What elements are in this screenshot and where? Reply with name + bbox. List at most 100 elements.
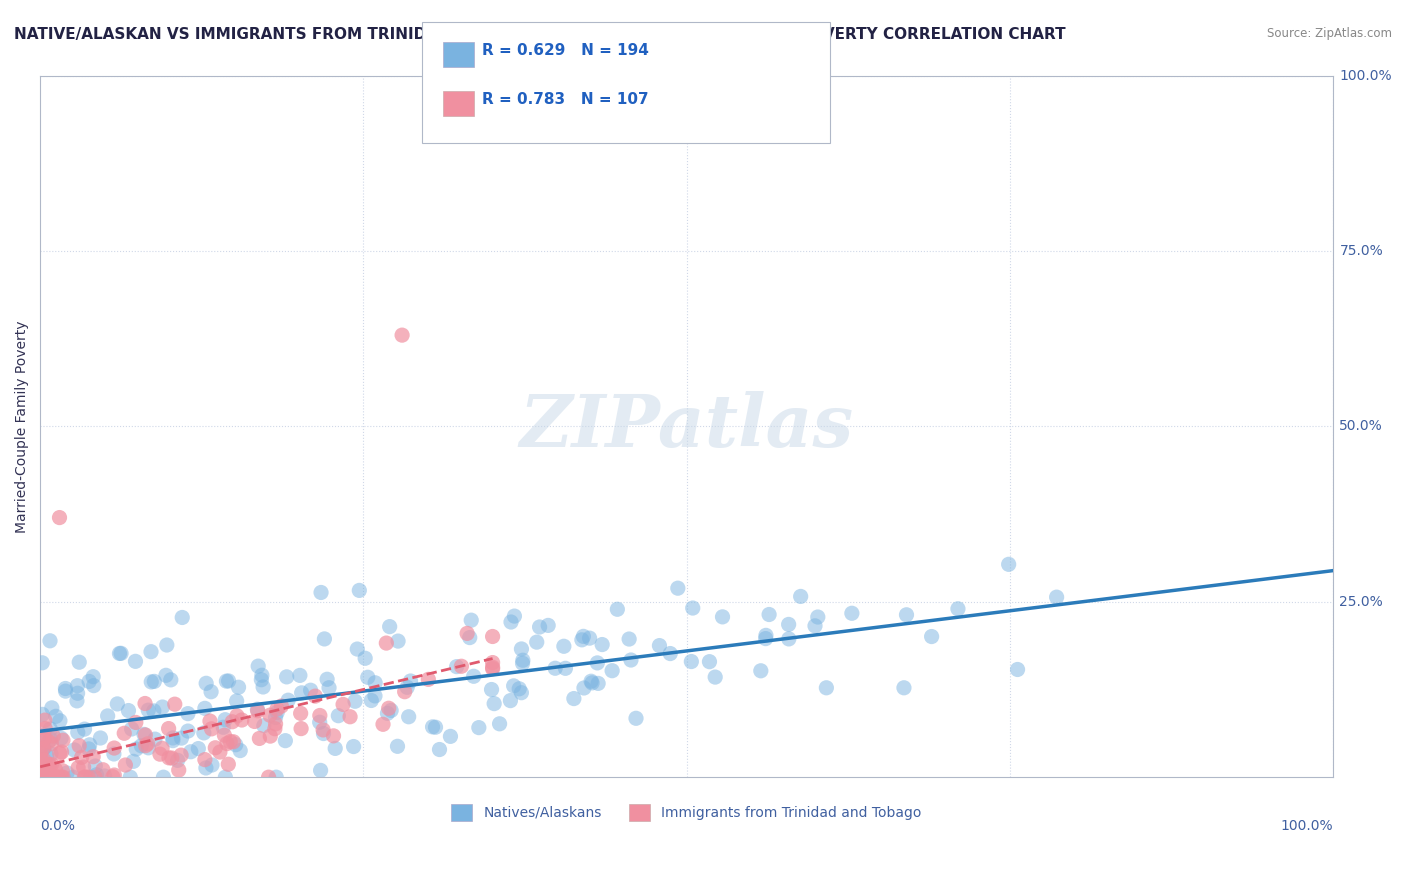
- Point: [481, 682, 503, 697]
- Point: [30, 758, 52, 772]
- Point: [66, 679, 89, 693]
- Point: [755, 628, 778, 642]
- Point: [170, 731, 193, 745]
- Point: [32, 755, 55, 769]
- Point: [364, 675, 387, 690]
- Point: [481, 660, 503, 674]
- Point: [162, 733, 184, 747]
- Point: [139, 645, 162, 659]
- Point: [32, 766, 55, 780]
- Point: [38, 734, 60, 748]
- Point: [86, 768, 108, 782]
- Point: [77, 742, 100, 756]
- Point: [72, 760, 94, 774]
- Point: [48, 747, 70, 761]
- Point: [815, 681, 838, 695]
- Point: [387, 739, 409, 754]
- Point: [31, 768, 53, 782]
- Point: [103, 741, 125, 756]
- Point: [117, 704, 139, 718]
- Point: [215, 737, 238, 751]
- Point: [214, 728, 236, 742]
- Point: [34, 722, 56, 736]
- Point: [134, 697, 156, 711]
- Point: [253, 719, 276, 733]
- Point: [439, 730, 461, 744]
- Text: 25.0%: 25.0%: [1340, 595, 1384, 608]
- Point: [807, 610, 830, 624]
- Point: [502, 679, 524, 693]
- Point: [758, 607, 780, 622]
- Point: [82, 670, 104, 684]
- Point: [704, 670, 727, 684]
- Point: [105, 697, 128, 711]
- Point: [77, 674, 100, 689]
- Point: [142, 704, 165, 718]
- Point: [247, 731, 270, 746]
- Point: [41, 757, 63, 772]
- Point: [44, 763, 66, 777]
- Text: NATIVE/ALASKAN VS IMMIGRANTS FROM TRINIDAD AND TOBAGO MARRIED-COUPLE FAMILY POVE: NATIVE/ALASKAN VS IMMIGRANTS FROM TRINID…: [14, 27, 1066, 42]
- Point: [170, 748, 193, 763]
- Point: [198, 714, 221, 728]
- Point: [349, 583, 371, 598]
- Point: [208, 745, 231, 759]
- Point: [91, 763, 114, 777]
- Point: [52, 733, 75, 747]
- Point: [46, 770, 69, 784]
- Point: [32, 770, 55, 784]
- Point: [56, 766, 79, 780]
- Point: [290, 722, 312, 736]
- Point: [149, 747, 172, 761]
- Point: [114, 758, 136, 772]
- Point: [624, 711, 647, 725]
- Point: [591, 638, 613, 652]
- Text: 0.0%: 0.0%: [41, 819, 75, 833]
- Point: [346, 642, 368, 657]
- Point: [221, 714, 243, 729]
- Point: [67, 655, 90, 669]
- Point: [125, 742, 148, 756]
- Point: [997, 558, 1019, 572]
- Point: [136, 703, 159, 717]
- Point: [214, 713, 236, 727]
- Point: [42, 729, 65, 743]
- Point: [49, 714, 72, 728]
- Point: [578, 631, 600, 645]
- Point: [30, 745, 52, 759]
- Point: [215, 674, 238, 689]
- Point: [572, 681, 595, 695]
- Point: [73, 770, 96, 784]
- Point: [749, 664, 772, 678]
- Point: [364, 689, 387, 703]
- Point: [481, 656, 503, 670]
- Point: [510, 686, 533, 700]
- Point: [681, 655, 703, 669]
- Point: [274, 733, 297, 747]
- Text: 100.0%: 100.0%: [1281, 819, 1333, 833]
- Point: [34, 757, 56, 772]
- Point: [39, 732, 62, 747]
- Point: [30, 770, 52, 784]
- Point: [201, 758, 224, 772]
- Point: [266, 702, 288, 716]
- Point: [257, 770, 280, 784]
- Point: [193, 726, 215, 740]
- Point: [62, 770, 84, 784]
- Point: [155, 668, 177, 682]
- Point: [34, 770, 56, 784]
- Point: [67, 739, 90, 753]
- Point: [79, 738, 101, 752]
- Point: [510, 642, 533, 657]
- Point: [51, 745, 73, 759]
- Point: [617, 632, 640, 646]
- Point: [481, 630, 503, 644]
- Point: [79, 770, 101, 784]
- Point: [156, 638, 179, 652]
- Point: [32, 728, 55, 742]
- Point: [246, 702, 269, 716]
- Point: [187, 741, 209, 756]
- Point: [35, 748, 58, 763]
- Point: [66, 725, 89, 739]
- Point: [896, 607, 918, 622]
